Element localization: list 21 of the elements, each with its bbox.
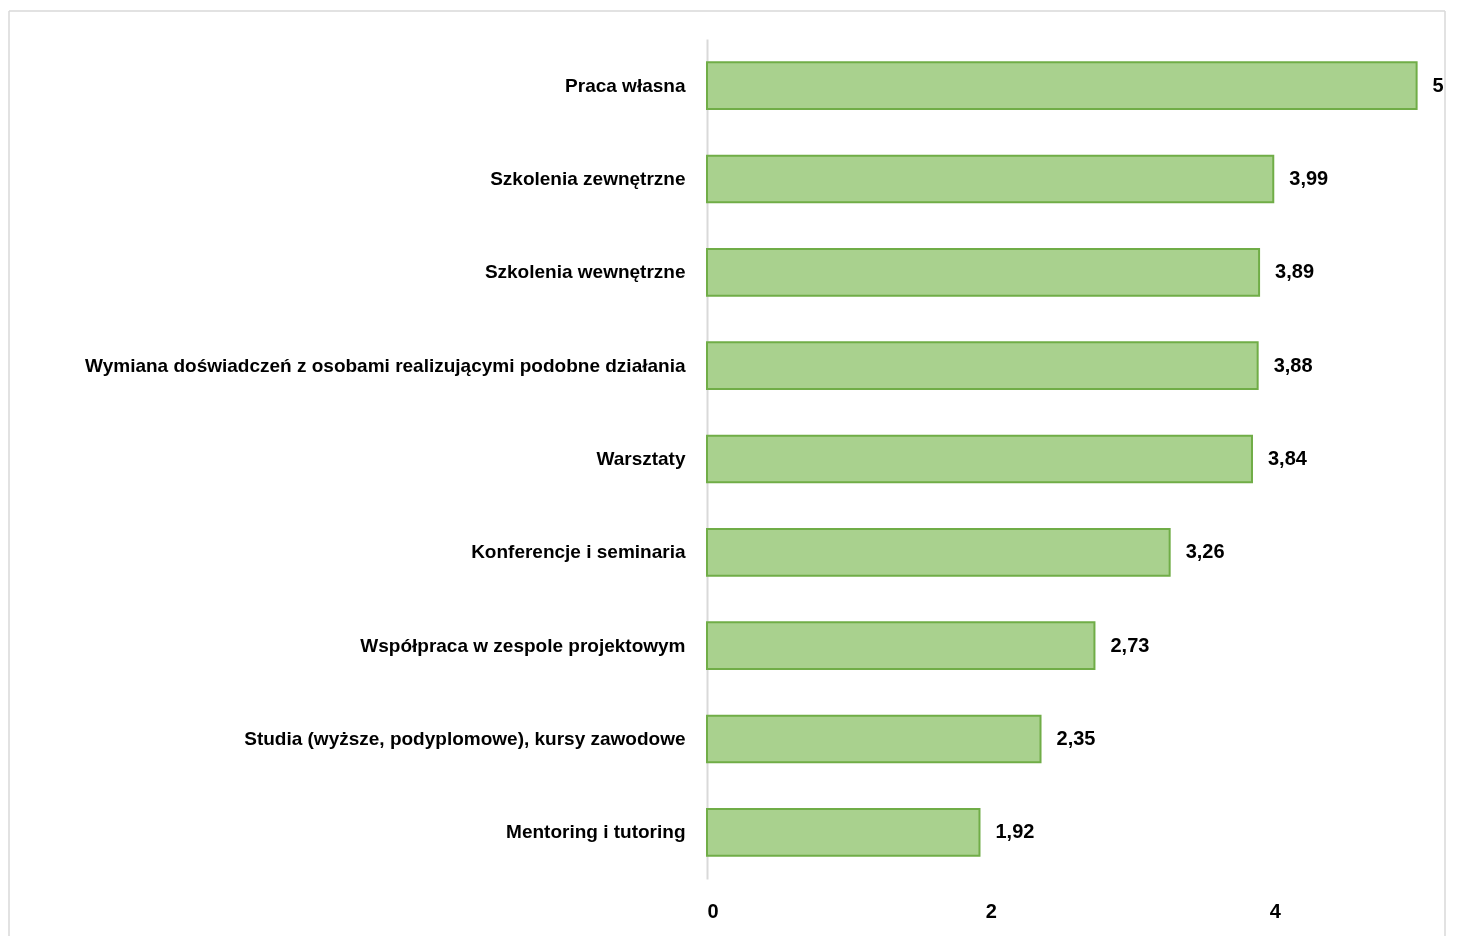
y-tick-label: Warsztaty [596, 448, 686, 469]
y-tick-label: Współpraca w zespole projektowym [360, 634, 686, 656]
y-tick-label: Szkolenia wewnętrzne [484, 261, 686, 283]
y-tick-label: Praca własna [565, 74, 686, 96]
y-tick-label: Mentoring i tutoring [506, 821, 686, 843]
data-label: 2,73 [1110, 633, 1150, 656]
y-tick-label: Konferencje i seminaria [471, 541, 686, 563]
data-label: 3,84 [1267, 447, 1308, 469]
data-label: 2,35 [1056, 727, 1096, 749]
y-tick-label: Wymiana doświadczeń z osobami realizującymi podobne działania [85, 354, 686, 376]
y-tick-label: Studia (wyższe, podyplomowe), kursy zawodowe [244, 728, 686, 749]
x-tick-label: 0 [707, 899, 719, 922]
data-label: 3,89 [1275, 260, 1315, 283]
x-tick-label: 4 [1269, 899, 1282, 922]
data-label: 3,88 [1273, 353, 1313, 376]
data-label: 5 [1432, 73, 1444, 96]
x-tick-label: 2 [985, 899, 997, 922]
data-label: 3,99 [1289, 167, 1329, 189]
y-tick-label: Szkolenia zewnętrzne [490, 168, 686, 189]
data-label: 1,92 [995, 820, 1035, 843]
data-label: 3,26 [1185, 540, 1225, 563]
